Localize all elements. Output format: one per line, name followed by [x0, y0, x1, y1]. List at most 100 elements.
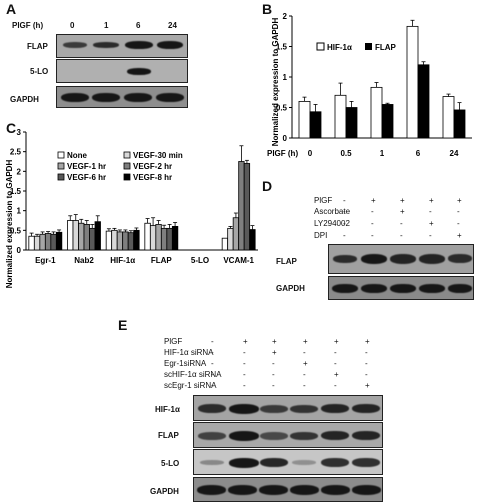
sign-mark: - — [303, 381, 306, 390]
sign-mark: - — [365, 359, 368, 368]
y-tick-label: 1 — [283, 73, 288, 82]
legend-label: VEGF-1 hr — [67, 162, 106, 171]
bar — [33, 235, 41, 251]
sign-mark: + — [429, 219, 434, 228]
blot-e-treat-egr-sirna: Egr-1siRNA — [164, 359, 207, 368]
legend-label: VEGF-8 hr — [133, 173, 172, 182]
blot-e-label-5lo: 5-LO — [161, 459, 180, 468]
sign-mark: + — [334, 370, 339, 379]
x-tick-label: 0 — [308, 149, 313, 158]
sign-mark: - — [303, 370, 306, 379]
bar — [227, 227, 234, 251]
bar — [144, 222, 151, 251]
chart-c-ylabel: Normalized expression to GAPDH — [5, 160, 14, 289]
sign-mark: - — [457, 219, 460, 228]
bar — [50, 233, 57, 251]
sign-mark: - — [334, 348, 337, 357]
sign-mark: + — [365, 337, 370, 346]
bar — [28, 235, 35, 251]
sign-mark: + — [457, 231, 462, 240]
y-tick-label: 0 — [17, 246, 22, 255]
sign-mark: - — [211, 337, 214, 346]
bar — [72, 220, 79, 251]
legend-swatch — [123, 151, 131, 159]
y-tick-label: 0.5 — [276, 104, 288, 113]
sign-mark: - — [243, 348, 246, 357]
sign-mark: - — [371, 219, 374, 228]
bar — [83, 224, 90, 251]
bar — [116, 231, 124, 251]
x-tick-label: 5-LO — [191, 256, 209, 265]
sign-mark: + — [272, 348, 277, 357]
blot-e-5lo — [193, 449, 383, 475]
legend-swatch — [123, 173, 131, 181]
bar — [105, 230, 113, 251]
sign-mark: - — [343, 207, 346, 216]
blot-a-gapdh — [56, 86, 188, 108]
bar — [122, 231, 129, 251]
legend-flap-label: FLAP — [375, 43, 397, 52]
blot-e-label-gapdh: GAPDH — [150, 487, 179, 496]
blot-d-flap — [328, 244, 474, 274]
x-tick-label: 0.5 — [340, 149, 352, 158]
y-tick-label: 1 — [17, 207, 22, 216]
sign-mark: - — [272, 359, 275, 368]
sign-mark: - — [400, 219, 403, 228]
sign-mark: - — [334, 381, 337, 390]
panel-letter-b: B — [262, 1, 273, 17]
x-tick-label: 24 — [450, 149, 459, 158]
x-tick-label: HIF-1α — [110, 256, 135, 265]
panel-b-chart: Normalized expression to GAPDH PlGF (h) … — [267, 12, 472, 158]
y-tick-label: 2 — [17, 167, 22, 176]
bar — [453, 109, 466, 139]
legend-swatch — [123, 162, 131, 170]
blot-e-label-hif1a: HIF-1α — [155, 405, 180, 414]
x-tick-label: 1 — [380, 149, 385, 158]
y-tick-label: 0.5 — [10, 226, 22, 235]
legend-label: VEGF-6 hr — [67, 173, 106, 182]
bar — [155, 224, 162, 251]
blot-e-treat-scegr-sirna: scEgr-1 siRNA — [164, 381, 217, 390]
blot-e-hif1a — [193, 395, 383, 421]
bar — [149, 225, 157, 251]
sign-mark: - — [371, 207, 374, 216]
bar — [166, 227, 173, 251]
legend-swatch — [57, 151, 65, 159]
sign-mark: + — [334, 337, 339, 346]
blot-e-gapdh — [193, 477, 383, 502]
sign-mark: - — [243, 381, 246, 390]
panel-letter-e: E — [118, 317, 128, 333]
bar — [238, 161, 245, 251]
bar — [345, 107, 358, 139]
blot-a-label-5lo: 5-LO — [30, 67, 49, 76]
y-tick-label: 1.5 — [10, 187, 22, 196]
bar — [243, 163, 251, 251]
blot-e-treat-plgf: PlGF — [164, 337, 183, 346]
blot-e-treat-hif-sirna: HIF-1α siRNA — [164, 348, 214, 357]
x-tick-label: FLAP — [151, 256, 173, 265]
sign-mark: + — [365, 381, 370, 390]
x-tick-label: VCAM-1 — [223, 256, 254, 265]
bar — [44, 233, 52, 251]
bar — [127, 232, 135, 251]
sign-mark: - — [365, 370, 368, 379]
blot-e-treat-schif-sirna: scHIF-1α siRNA — [164, 370, 222, 379]
sign-mark: - — [243, 359, 246, 368]
blot-a-label-flap: FLAP — [27, 42, 48, 51]
panel-letter-c: C — [6, 120, 17, 136]
legend-label: VEGF-2 hr — [133, 162, 172, 171]
y-tick-label: 3 — [17, 128, 22, 137]
legend-hif1a-label: HIF-1α — [327, 43, 352, 52]
sign-mark: - — [334, 359, 337, 368]
sign-mark: + — [243, 337, 248, 346]
blot-a-5lo — [56, 59, 188, 83]
legend-label: None — [67, 151, 88, 160]
sign-mark: + — [457, 196, 462, 205]
blot-a-time-1: 1 — [104, 21, 109, 30]
blot-a-flap — [56, 34, 188, 58]
y-tick-label: 1.5 — [276, 43, 288, 52]
blot-a-time-6: 6 — [136, 21, 141, 30]
sign-mark: - — [243, 370, 246, 379]
bar — [221, 237, 229, 251]
sign-mark: + — [429, 196, 434, 205]
